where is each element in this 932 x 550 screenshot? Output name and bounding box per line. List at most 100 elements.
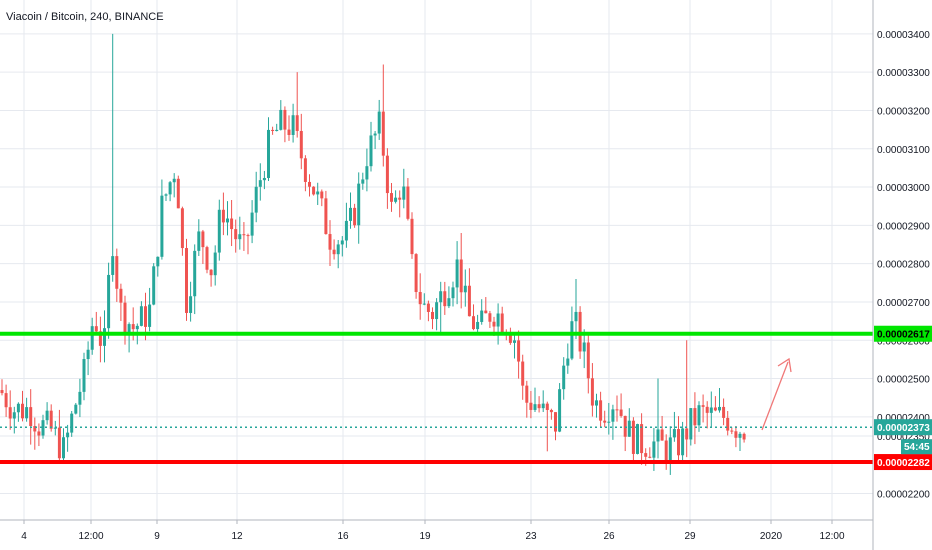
- candle[interactable]: [586, 335, 590, 394]
- candle[interactable]: [734, 426, 738, 448]
- candle[interactable]: [398, 190, 402, 218]
- candle[interactable]: [595, 393, 598, 418]
- candle[interactable]: [463, 269, 467, 307]
- candle[interactable]: [308, 174, 311, 197]
- candle[interactable]: [74, 402, 78, 415]
- time-axis[interactable]: 4 12:00 9 12 16 19 23 26 29 2020 12:00: [21, 520, 845, 542]
- candle[interactable]: [139, 301, 143, 327]
- candle[interactable]: [33, 417, 37, 450]
- candle[interactable]: [640, 413, 644, 465]
- candle[interactable]: [164, 193, 168, 202]
- candle[interactable]: [369, 121, 373, 172]
- candle[interactable]: [37, 423, 41, 447]
- candle[interactable]: [41, 414, 45, 439]
- candle[interactable]: [0, 379, 4, 396]
- candle[interactable]: [701, 394, 705, 423]
- candle[interactable]: [344, 202, 348, 248]
- candle[interactable]: [185, 238, 188, 321]
- candle[interactable]: [615, 395, 619, 422]
- candle[interactable]: [66, 424, 70, 452]
- candle[interactable]: [336, 239, 340, 269]
- candle[interactable]: [529, 390, 533, 419]
- candle[interactable]: [12, 406, 16, 434]
- candle[interactable]: [599, 391, 603, 428]
- candle[interactable]: [439, 281, 443, 333]
- candle[interactable]: [742, 432, 746, 443]
- candle[interactable]: [107, 262, 111, 339]
- candle[interactable]: [86, 341, 90, 376]
- candle[interactable]: [205, 245, 209, 274]
- candle[interactable]: [426, 300, 430, 322]
- candle[interactable]: [4, 384, 8, 417]
- candle[interactable]: [180, 206, 184, 256]
- candle[interactable]: [57, 409, 61, 463]
- candle[interactable]: [623, 415, 627, 452]
- candle[interactable]: [500, 306, 504, 334]
- candle[interactable]: [189, 281, 193, 322]
- candle[interactable]: [365, 148, 369, 192]
- candle[interactable]: [29, 389, 33, 445]
- candle[interactable]: [279, 100, 283, 131]
- candle[interactable]: [410, 212, 414, 259]
- candle[interactable]: [459, 233, 463, 309]
- candle[interactable]: [533, 387, 537, 413]
- candle[interactable]: [295, 72, 299, 138]
- candle[interactable]: [230, 200, 234, 247]
- candle[interactable]: [521, 354, 525, 400]
- candle[interactable]: [488, 310, 492, 328]
- candle[interactable]: [70, 411, 74, 437]
- candle[interactable]: [381, 64, 385, 167]
- candle[interactable]: [431, 307, 434, 330]
- candle[interactable]: [525, 380, 529, 418]
- candle[interactable]: [566, 343, 570, 374]
- candle[interactable]: [718, 387, 721, 413]
- candle[interactable]: [631, 417, 635, 463]
- candle[interactable]: [299, 113, 303, 170]
- candle[interactable]: [62, 428, 65, 463]
- candle[interactable]: [324, 190, 328, 235]
- candle[interactable]: [94, 311, 98, 334]
- candle[interactable]: [656, 378, 660, 459]
- candle[interactable]: [312, 186, 316, 196]
- candle[interactable]: [422, 293, 426, 306]
- candle[interactable]: [681, 421, 685, 463]
- candle[interactable]: [209, 269, 213, 287]
- candle[interactable]: [705, 401, 709, 429]
- candle[interactable]: [168, 181, 172, 202]
- candle[interactable]: [554, 412, 557, 441]
- candle[interactable]: [303, 155, 307, 192]
- candle[interactable]: [197, 219, 201, 257]
- candle[interactable]: [8, 390, 12, 430]
- candle[interactable]: [262, 170, 266, 190]
- candle[interactable]: [242, 222, 246, 251]
- candle[interactable]: [98, 316, 102, 363]
- candle[interactable]: [111, 33, 115, 282]
- candle[interactable]: [119, 283, 123, 321]
- candle[interactable]: [672, 411, 676, 442]
- candle[interactable]: [148, 287, 152, 332]
- candle[interactable]: [226, 201, 229, 236]
- candle[interactable]: [78, 378, 82, 418]
- candle[interactable]: [217, 199, 221, 261]
- candle[interactable]: [418, 273, 422, 320]
- candle[interactable]: [176, 175, 180, 209]
- candle[interactable]: [414, 253, 418, 299]
- candle[interactable]: [402, 168, 406, 209]
- candle[interactable]: [238, 216, 242, 250]
- candle[interactable]: [541, 390, 545, 413]
- candle[interactable]: [406, 178, 410, 221]
- candle[interactable]: [693, 392, 697, 445]
- candle[interactable]: [558, 383, 562, 433]
- candle[interactable]: [258, 163, 262, 201]
- candle[interactable]: [611, 404, 615, 440]
- candle[interactable]: [152, 263, 156, 306]
- candle[interactable]: [484, 297, 488, 314]
- candle[interactable]: [123, 295, 127, 345]
- candle[interactable]: [357, 172, 361, 244]
- candle[interactable]: [275, 123, 279, 132]
- candle[interactable]: [213, 245, 217, 286]
- candle[interactable]: [332, 239, 336, 260]
- candle[interactable]: [443, 281, 447, 315]
- candle[interactable]: [660, 415, 664, 441]
